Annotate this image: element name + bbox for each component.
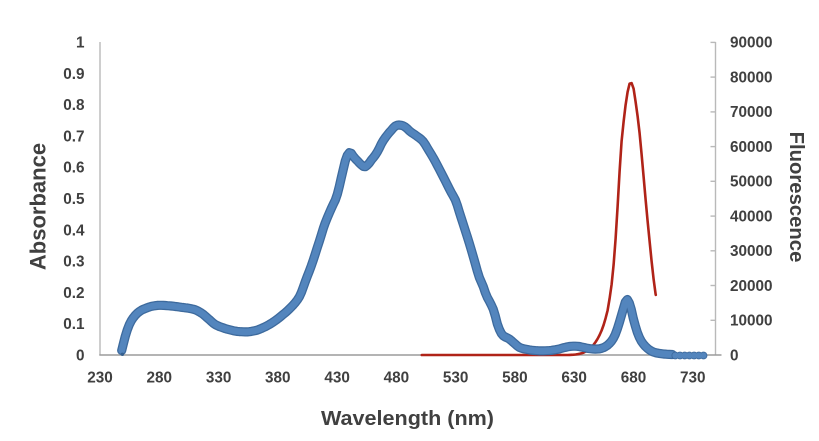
svg-text:Absorbance: Absorbance — [26, 143, 51, 270]
svg-text:0.7: 0.7 — [63, 129, 84, 146]
svg-text:20000: 20000 — [730, 278, 773, 295]
svg-text:Wavelength (nm): Wavelength (nm) — [321, 407, 494, 430]
svg-text:430: 430 — [324, 370, 350, 387]
svg-text:630: 630 — [561, 370, 587, 387]
svg-text:0: 0 — [76, 347, 85, 364]
svg-text:80000: 80000 — [730, 69, 773, 86]
svg-text:40000: 40000 — [730, 208, 773, 225]
svg-text:0.1: 0.1 — [63, 316, 85, 333]
svg-text:730: 730 — [680, 370, 706, 387]
svg-text:30000: 30000 — [730, 243, 773, 260]
svg-text:0.6: 0.6 — [63, 160, 84, 177]
svg-text:0.9: 0.9 — [63, 66, 84, 83]
svg-text:0.8: 0.8 — [63, 97, 85, 114]
svg-text:480: 480 — [384, 370, 410, 387]
svg-text:90000: 90000 — [730, 35, 773, 52]
svg-text:330: 330 — [206, 370, 232, 387]
svg-text:0: 0 — [730, 347, 739, 364]
svg-text:0.5: 0.5 — [63, 191, 85, 208]
svg-text:530: 530 — [443, 370, 469, 387]
svg-text:0.3: 0.3 — [63, 254, 84, 271]
svg-text:1: 1 — [76, 35, 85, 52]
svg-text:580: 580 — [502, 370, 528, 387]
svg-text:50000: 50000 — [730, 174, 773, 191]
svg-text:230: 230 — [87, 370, 113, 387]
svg-text:Fluorescence: Fluorescence — [785, 132, 807, 263]
svg-text:380: 380 — [265, 370, 291, 387]
svg-text:70000: 70000 — [730, 104, 773, 121]
svg-text:280: 280 — [147, 370, 173, 387]
svg-text:0.2: 0.2 — [63, 285, 84, 302]
svg-text:10000: 10000 — [730, 313, 773, 330]
svg-text:60000: 60000 — [730, 139, 773, 156]
svg-text:0.4: 0.4 — [63, 222, 85, 239]
svg-text:680: 680 — [621, 370, 647, 387]
